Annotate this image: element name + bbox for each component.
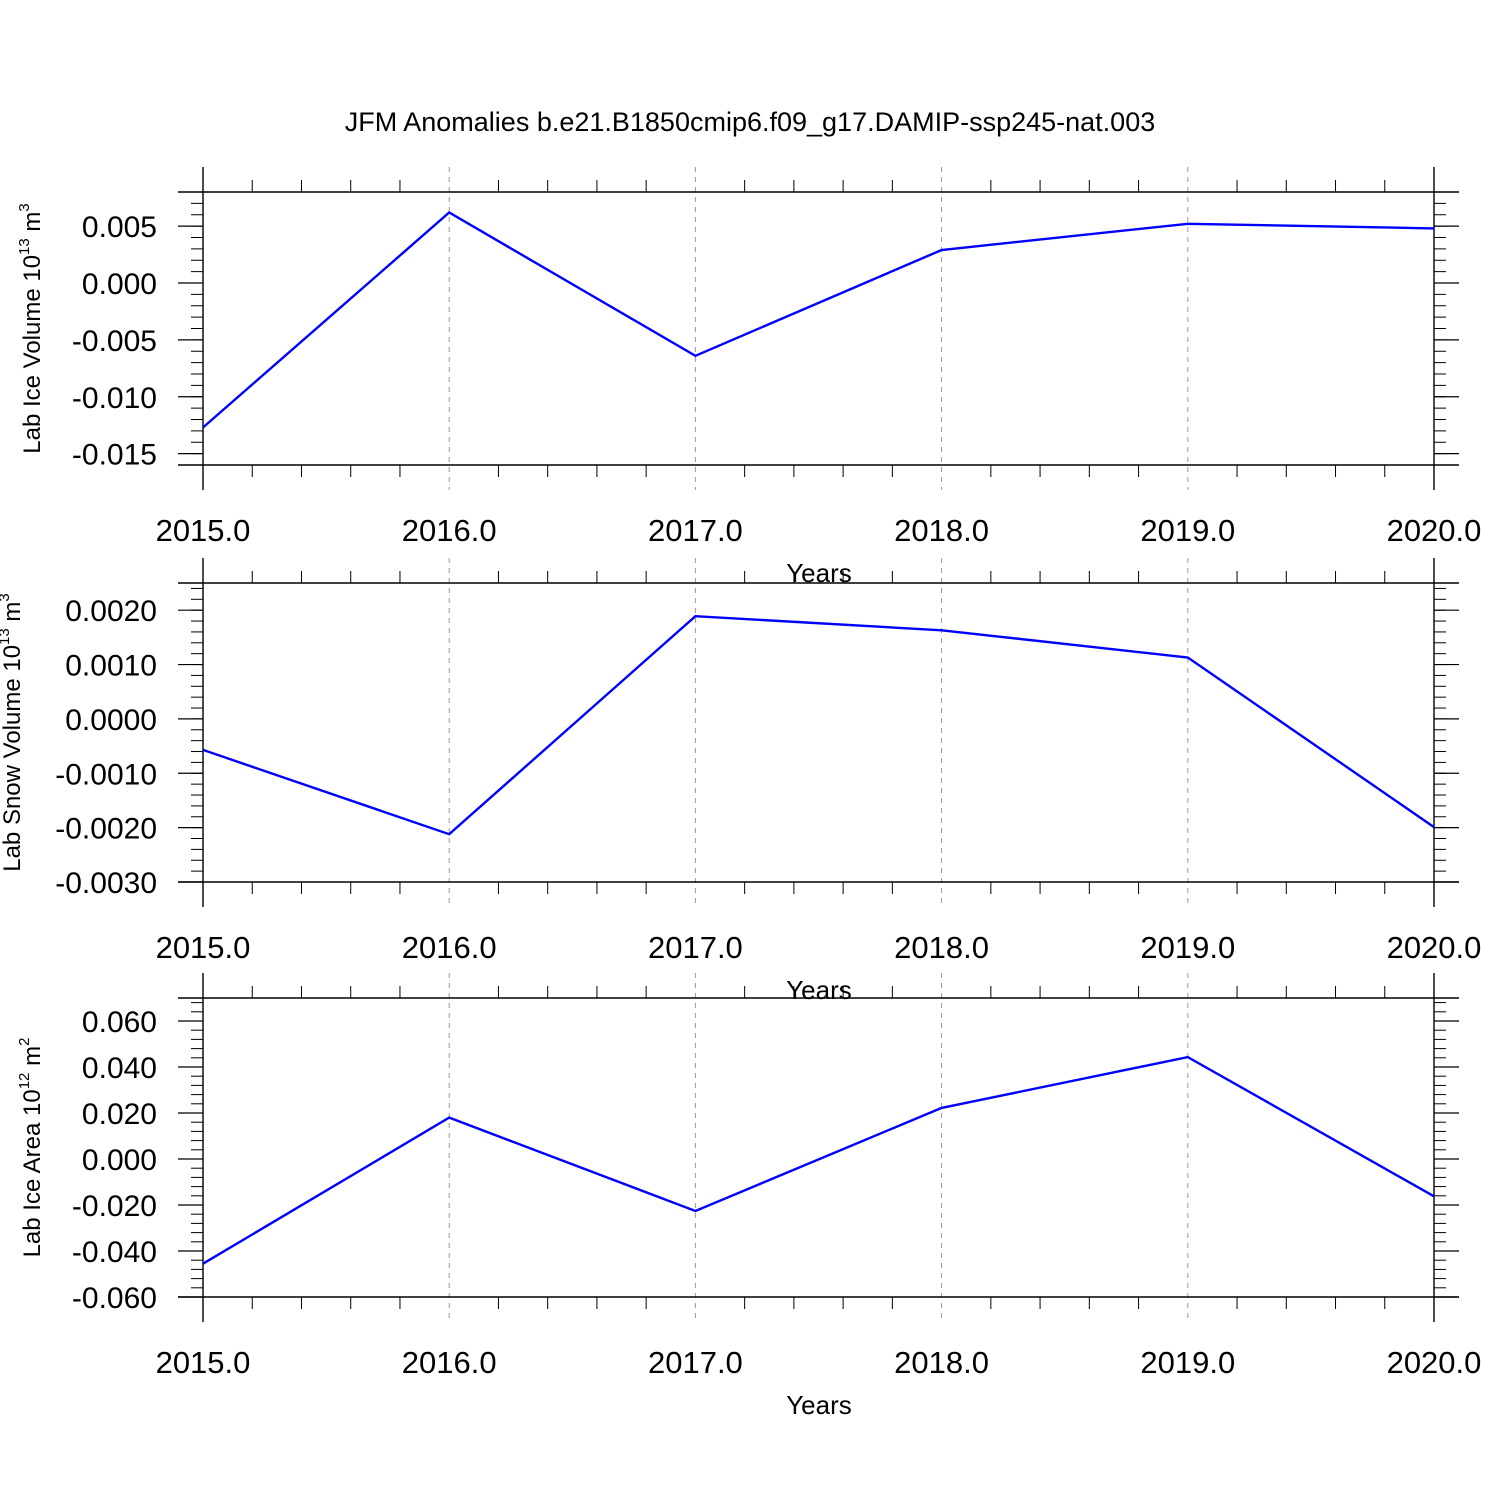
x-tick-label: 2020.0 — [1387, 930, 1482, 965]
y-tick-label: 0.005 — [82, 211, 157, 244]
x-axis-label: Years — [786, 1390, 852, 1420]
y-label-unit-exponent: 3 — [16, 203, 33, 211]
y-tick-label: -0.060 — [72, 1282, 157, 1315]
y-tick-label: -0.0030 — [55, 867, 157, 900]
x-tick-label: 2015.0 — [156, 513, 251, 548]
x-tick-label: 2018.0 — [894, 1345, 989, 1380]
y-axis-label: Lab Snow Volume 1013 m3 — [0, 593, 26, 872]
y-tick-label: -0.005 — [72, 325, 157, 358]
x-tick-label: 2015.0 — [156, 1345, 251, 1380]
y-tick-label: -0.020 — [72, 1190, 157, 1223]
panels: -0.015 -0.010 -0.005 0.000 0.005 2015.0 2016.0… — [0, 167, 1481, 1420]
x-axis-label: Years — [786, 975, 852, 1005]
y-label-exponent: 12 — [16, 1073, 33, 1090]
x-tick-label: 2017.0 — [648, 930, 743, 965]
y-tick-label: 0.040 — [82, 1052, 157, 1085]
panel-2: -0.0030 -0.0020 -0.0010 0.0000 0.0010 0.0020 2… — [0, 558, 1481, 1005]
x-tick-label: 2019.0 — [1140, 930, 1235, 965]
y-label-unit: m — [19, 212, 46, 239]
y-tick-label: 0.000 — [82, 268, 157, 301]
y-tick-label: 0.0000 — [65, 704, 157, 737]
x-tick-label: 2016.0 — [402, 513, 497, 548]
y-label-text: Lab Ice Area 10 — [19, 1089, 46, 1257]
figure-title: JFM Anomalies b.e21.B1850cmip6.f09_g17.D… — [345, 107, 1155, 137]
y-label-text: Lab Ice Volume 10 — [19, 255, 46, 454]
y-label-text: Lab Snow Volume 10 — [0, 645, 26, 872]
x-tick-label: 2019.0 — [1140, 513, 1235, 548]
y-tick-label: 0.020 — [82, 1098, 157, 1131]
y-tick-label: -0.015 — [72, 439, 157, 472]
x-tick-label: 2018.0 — [894, 930, 989, 965]
x-tick-label: 2020.0 — [1387, 513, 1482, 548]
y-tick-label: -0.0020 — [55, 813, 157, 846]
panel-3: -0.060 -0.040 -0.020 0.000 0.020 0.040 0.060 20… — [16, 973, 1481, 1420]
series-line — [202, 614, 1435, 836]
x-tick-label: 2018.0 — [894, 513, 989, 548]
x-tick-label: 2016.0 — [402, 930, 497, 965]
x-tick-label: 2017.0 — [648, 1345, 743, 1380]
y-label-exponent: 13 — [16, 238, 33, 255]
y-label-unit: m — [0, 602, 26, 629]
y-label-unit-exponent: 2 — [16, 1038, 33, 1046]
y-tick-label: 0.060 — [82, 1006, 157, 1039]
y-tick-label: -0.040 — [72, 1236, 157, 1269]
y-label-unit: m — [19, 1046, 46, 1073]
y-tick-label: 0.0010 — [65, 650, 157, 683]
x-tick-label: 2015.0 — [156, 930, 251, 965]
y-label-unit-exponent: 3 — [0, 593, 13, 601]
series-line — [202, 1055, 1435, 1265]
y-axis-label: Lab Ice Volume 1013 m3 — [16, 203, 46, 454]
y-tick-label: 0.0020 — [65, 595, 157, 628]
x-tick-label: 2020.0 — [1387, 1345, 1482, 1380]
y-axis-label: Lab Ice Area 1012 m2 — [16, 1038, 46, 1258]
x-tick-label: 2017.0 — [648, 513, 743, 548]
panel-1: -0.015 -0.010 -0.005 0.000 0.005 2015.0 2016.0… — [16, 167, 1481, 588]
y-tick-label: -0.010 — [72, 382, 157, 415]
y-tick-label: 0.000 — [82, 1144, 157, 1177]
x-tick-label: 2019.0 — [1140, 1345, 1235, 1380]
x-tick-label: 2016.0 — [402, 1345, 497, 1380]
y-label-exponent: 13 — [0, 628, 13, 645]
y-tick-label: -0.0010 — [55, 758, 157, 791]
series-line — [202, 211, 1435, 429]
